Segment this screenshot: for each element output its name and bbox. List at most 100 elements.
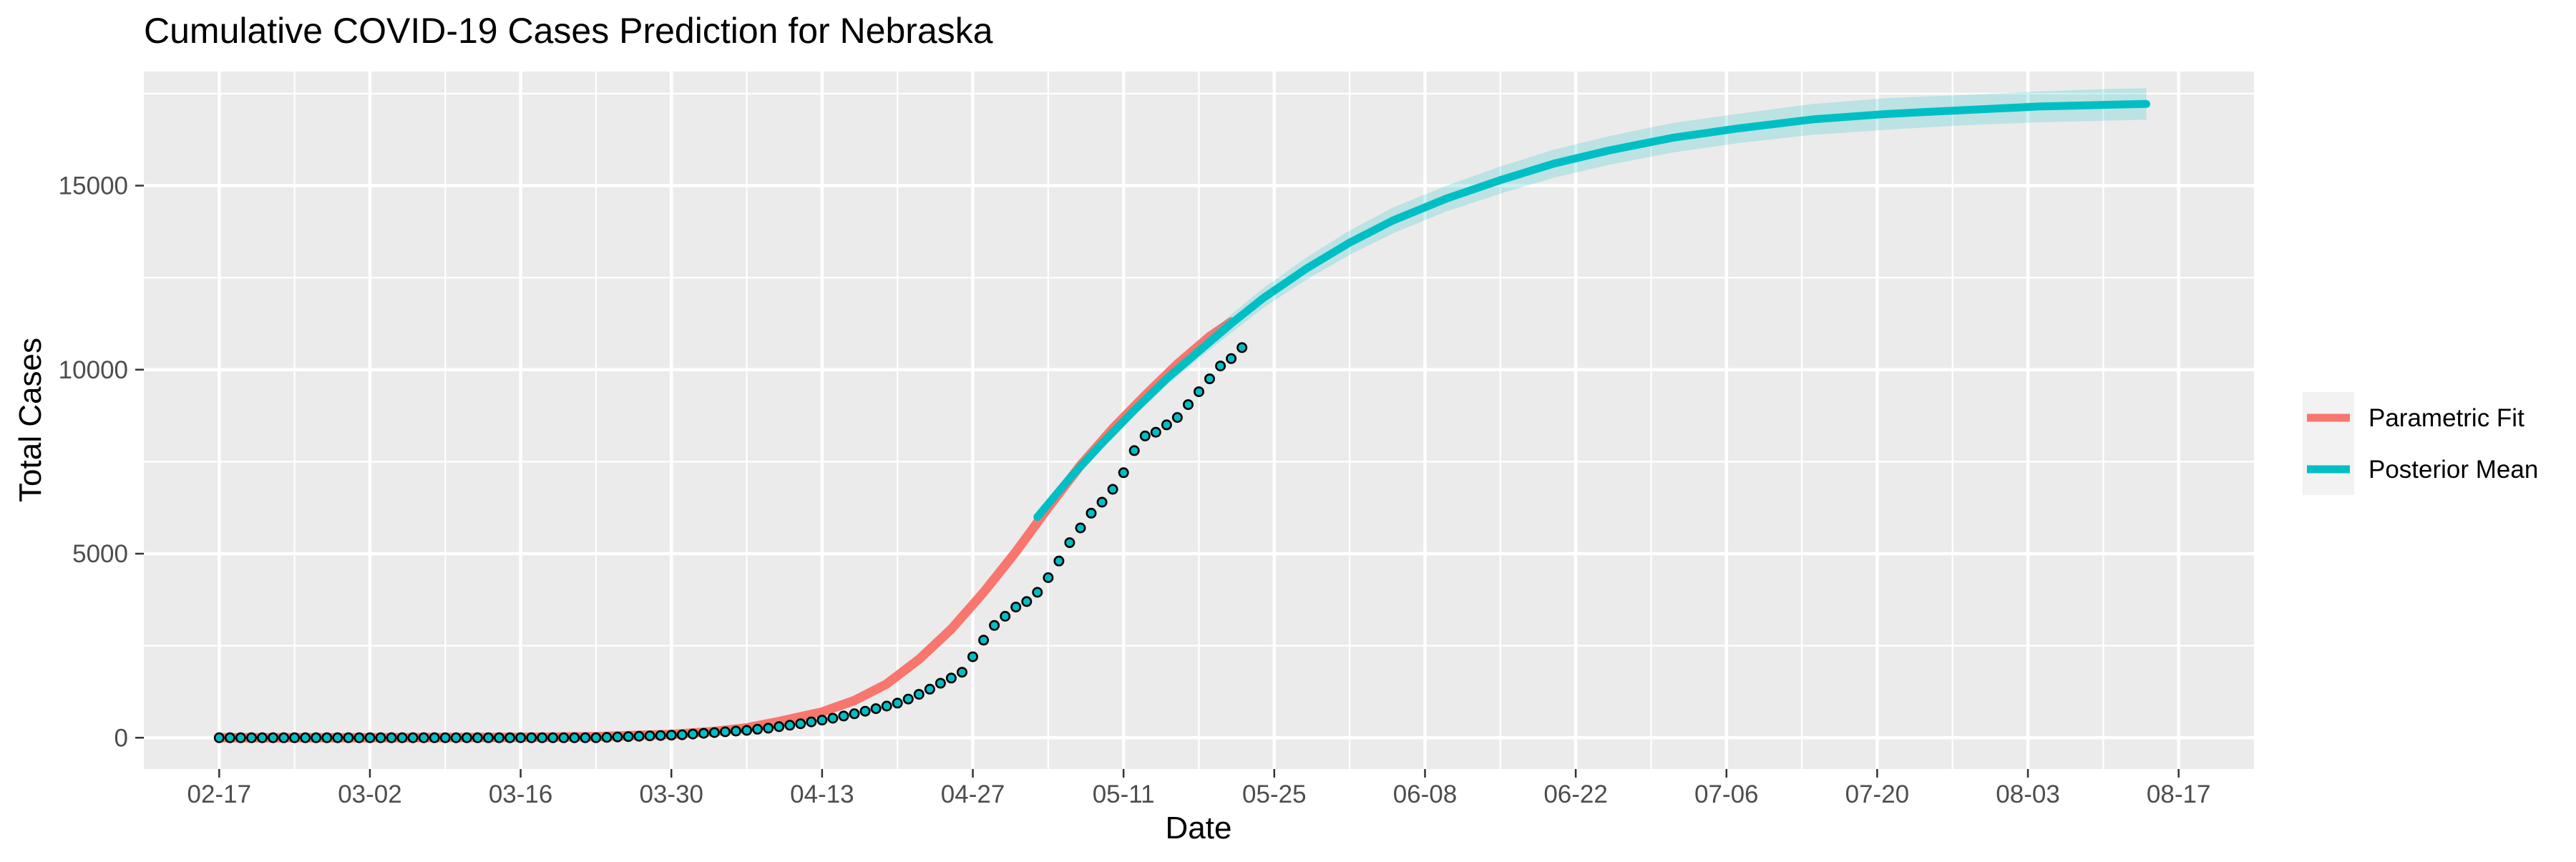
grid-minor xyxy=(144,72,2254,769)
x-axis-title: Date xyxy=(1166,810,1232,846)
legend: Parametric Fit Posterior Mean xyxy=(2303,392,2538,495)
observed-point xyxy=(1021,596,1033,607)
legend-label: Parametric Fit xyxy=(2368,404,2524,432)
observed-point xyxy=(300,732,311,743)
observed-point xyxy=(472,732,483,743)
x-tick-label: 06-22 xyxy=(1543,780,1608,808)
observed-point xyxy=(569,732,580,743)
observed-point xyxy=(741,725,753,736)
observed-point xyxy=(364,732,376,743)
series-layer xyxy=(214,88,2150,743)
observed-point xyxy=(1064,537,1075,549)
observed-point xyxy=(504,732,516,743)
observed-point xyxy=(730,725,741,737)
x-tick-label: 06-08 xyxy=(1393,780,1458,808)
observed-point xyxy=(719,726,731,738)
observed-point xyxy=(612,731,623,743)
observed-point xyxy=(924,683,935,695)
observed-point xyxy=(493,732,504,743)
observed-point xyxy=(580,732,591,743)
observed-point xyxy=(687,728,698,740)
x-tick-label: 04-13 xyxy=(790,780,854,808)
observed-points xyxy=(213,342,1248,743)
observed-point xyxy=(1226,353,1237,364)
observed-point xyxy=(235,732,246,743)
observed-point xyxy=(1085,507,1097,519)
observed-point xyxy=(806,716,817,728)
observed-point xyxy=(1194,386,1205,398)
observed-point xyxy=(1000,610,1011,622)
observed-point xyxy=(1032,587,1043,598)
y-tick-label: 0 xyxy=(114,724,128,752)
observed-point xyxy=(1118,467,1129,479)
observed-point xyxy=(245,732,257,743)
observed-point xyxy=(450,732,462,743)
observed-point xyxy=(321,732,333,743)
observed-point xyxy=(935,677,946,689)
observed-point xyxy=(1215,361,1226,372)
observed-point xyxy=(353,732,365,743)
chart-title: Cumulative COVID-19 Cases Prediction for… xyxy=(144,11,993,51)
observed-point xyxy=(774,721,785,733)
x-tick-label: 04-27 xyxy=(941,780,1005,808)
observed-point xyxy=(708,727,720,738)
observed-point xyxy=(945,672,957,684)
x-tick-label: 03-02 xyxy=(338,780,402,808)
observed-point xyxy=(989,619,1000,631)
observed-point xyxy=(644,730,655,742)
x-tick-label: 07-06 xyxy=(1694,780,1759,808)
observed-point xyxy=(1107,484,1118,495)
observed-point xyxy=(515,732,527,743)
observed-point xyxy=(763,723,774,734)
observed-point xyxy=(537,732,548,743)
observed-point xyxy=(902,693,914,705)
observed-point xyxy=(407,732,419,743)
observed-point xyxy=(849,708,860,720)
observed-point xyxy=(332,732,343,743)
x-tick-label: 08-17 xyxy=(2147,780,2211,808)
observed-point xyxy=(558,732,570,743)
observed-point xyxy=(1236,342,1248,353)
observed-point xyxy=(665,730,677,741)
observed-point xyxy=(967,651,979,662)
observed-point xyxy=(816,715,828,726)
x-tick-label: 02-17 xyxy=(187,780,252,808)
observed-point xyxy=(375,732,386,743)
observed-point xyxy=(655,730,666,741)
observed-point xyxy=(256,732,268,743)
observed-point xyxy=(461,732,472,743)
observed-point xyxy=(482,732,494,743)
observed-point xyxy=(698,728,709,739)
observed-point xyxy=(429,732,440,743)
x-tick-label: 03-16 xyxy=(489,780,553,808)
x-tick-label: 05-11 xyxy=(1093,780,1155,808)
observed-point xyxy=(1204,373,1216,385)
observed-point xyxy=(439,732,451,743)
posterior-mean-line xyxy=(1033,99,2150,521)
observed-point xyxy=(870,703,882,715)
observed-point xyxy=(827,712,839,724)
observed-point xyxy=(978,635,990,646)
x-tick-label: 08-03 xyxy=(1996,780,2060,808)
observed-point xyxy=(1043,572,1054,583)
observed-point xyxy=(278,732,290,743)
observed-point xyxy=(396,732,408,743)
y-tick-label: 15000 xyxy=(59,172,128,200)
observed-point xyxy=(386,732,397,743)
observed-point xyxy=(1139,430,1151,441)
observed-point xyxy=(418,732,429,743)
observed-point xyxy=(1161,419,1172,431)
observed-point xyxy=(1128,445,1140,456)
observed-point xyxy=(1171,412,1183,423)
x-tick-label: 07-20 xyxy=(1845,780,1910,808)
observed-point xyxy=(838,710,849,722)
observed-point xyxy=(268,732,279,743)
observed-point xyxy=(343,732,354,743)
observed-point xyxy=(913,689,924,700)
observed-point xyxy=(676,729,688,740)
observed-point xyxy=(526,732,537,743)
y-tick-label: 5000 xyxy=(72,540,128,568)
observed-point xyxy=(1075,522,1086,534)
observed-point xyxy=(752,723,763,735)
